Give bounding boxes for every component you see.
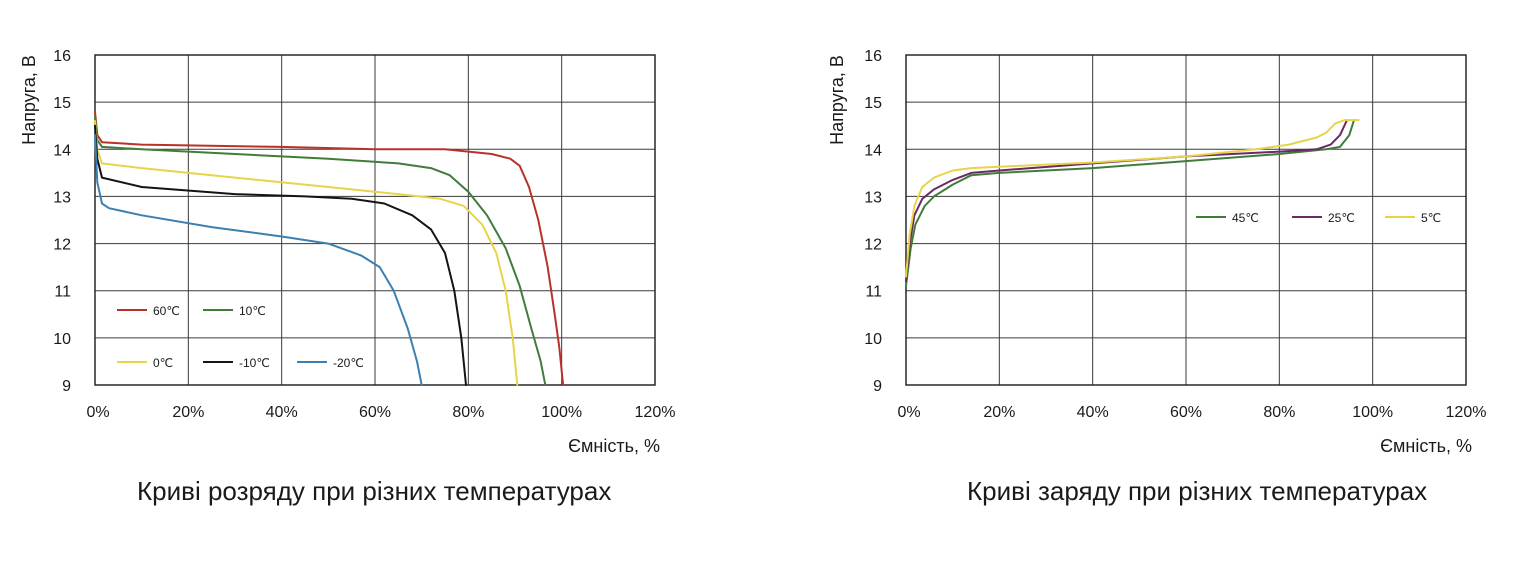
series-line bbox=[905, 119, 1355, 287]
charge-chart-title: Криві заряду при різних температурах bbox=[967, 476, 1428, 506]
legend-label: 0℃ bbox=[153, 356, 173, 370]
series-line bbox=[94, 120, 519, 386]
y-tick-label: 15 bbox=[864, 95, 882, 112]
series-line bbox=[905, 119, 1360, 278]
series-line bbox=[905, 119, 1348, 283]
charge-chart: 9 10 11 12 13 14 15 16 0% 20% 40% 60% 80% 100% 120% Ємн… bbox=[827, 48, 1486, 456]
plot-frame bbox=[905, 54, 1467, 386]
y-tick-label: 12 bbox=[53, 237, 71, 254]
x-tick-label: 40% bbox=[266, 404, 298, 421]
x-axis-title: Ємність, % bbox=[1380, 436, 1472, 456]
discharge-chart-title: Криві розряду при різних температурах bbox=[137, 476, 612, 506]
x-tick-label: 40% bbox=[1077, 404, 1109, 421]
y-tick-label: 12 bbox=[864, 237, 882, 254]
x-tick-label: 20% bbox=[172, 404, 204, 421]
legend-label: 60℃ bbox=[153, 304, 180, 318]
x-tick-label: 120% bbox=[1446, 404, 1487, 421]
y-tick-label: 13 bbox=[53, 189, 71, 206]
x-tick-label: 80% bbox=[1263, 404, 1295, 421]
x-tick-label: 0% bbox=[897, 404, 920, 421]
x-tick-label: 20% bbox=[983, 404, 1015, 421]
y-tick-label: 15 bbox=[53, 95, 71, 112]
legend-label: 10℃ bbox=[239, 304, 266, 318]
y-axis-title: Напруга, В bbox=[19, 55, 39, 145]
legend-label: -10℃ bbox=[239, 356, 270, 370]
x-tick-label: 80% bbox=[452, 404, 484, 421]
series-line bbox=[94, 134, 423, 386]
y-tick-label: 9 bbox=[62, 378, 71, 395]
y-tick-label: 14 bbox=[53, 142, 71, 159]
y-tick-label: 16 bbox=[53, 48, 71, 65]
y-tick-label: 13 bbox=[864, 189, 882, 206]
legend-label: 5℃ bbox=[1421, 211, 1441, 225]
x-tick-label: 100% bbox=[1352, 404, 1393, 421]
series-line bbox=[94, 110, 565, 386]
plot-frame bbox=[94, 54, 656, 386]
legend-label: -20℃ bbox=[333, 356, 364, 370]
legend-label: 25℃ bbox=[1328, 211, 1355, 225]
y-axis-title: Напруга, В bbox=[827, 55, 847, 145]
y-tick-label: 10 bbox=[53, 331, 71, 348]
y-tick-label: 9 bbox=[873, 378, 882, 395]
x-axis-title: Ємність, % bbox=[568, 436, 660, 456]
y-tick-label: 11 bbox=[54, 284, 71, 301]
y-tick-label: 11 bbox=[865, 284, 882, 301]
y-tick-label: 14 bbox=[864, 142, 882, 159]
discharge-chart: 9 10 11 12 13 14 15 16 0% 20% 40% 60% 80% 100% 120% Ємн… bbox=[19, 48, 675, 456]
x-tick-label: 60% bbox=[359, 404, 391, 421]
series-line bbox=[94, 124, 467, 386]
x-tick-label: 120% bbox=[635, 404, 676, 421]
x-tick-label: 100% bbox=[541, 404, 582, 421]
y-tick-label: 10 bbox=[864, 331, 882, 348]
legend-label: 45℃ bbox=[1232, 211, 1259, 225]
series-line bbox=[94, 115, 547, 386]
y-tick-label: 16 bbox=[864, 48, 882, 65]
x-tick-label: 0% bbox=[86, 404, 109, 421]
x-tick-label: 60% bbox=[1170, 404, 1202, 421]
